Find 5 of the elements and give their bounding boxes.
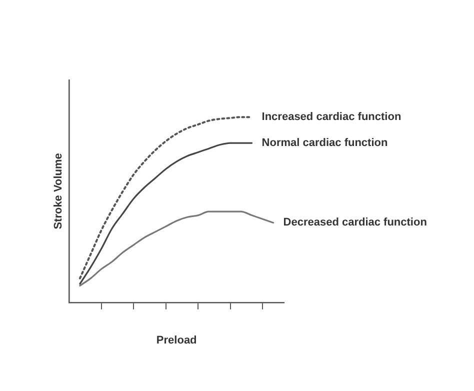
series-label: Decreased cardiac function bbox=[283, 216, 428, 229]
x-axis-title: Preload bbox=[156, 334, 197, 346]
series-label: Increased cardiac function bbox=[262, 111, 402, 124]
series-label: Normal cardiac function bbox=[262, 137, 388, 150]
y-axis-title: Stroke Volume bbox=[52, 153, 65, 230]
